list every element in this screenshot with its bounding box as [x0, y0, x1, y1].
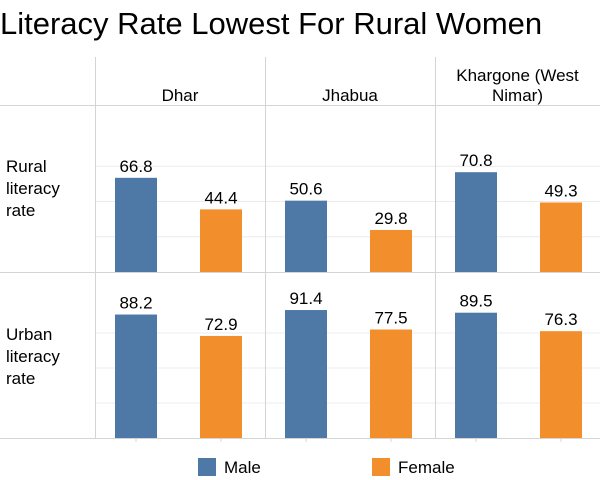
- male-data-label: 70.8: [459, 151, 492, 170]
- female-bar: [370, 329, 412, 438]
- legend-label-female: Female: [398, 458, 455, 477]
- row-header-0: rate: [6, 201, 35, 220]
- column-header-0: Dhar: [162, 86, 199, 105]
- female-bar: [200, 335, 242, 438]
- row-header-1: rate: [6, 369, 35, 388]
- male-data-label: 50.6: [289, 180, 322, 199]
- male-bar: [285, 310, 327, 438]
- female-bar: [370, 229, 412, 272]
- male-data-label: 66.8: [119, 157, 152, 176]
- female-data-label: 44.4: [204, 188, 237, 207]
- legend-label-male: Male: [224, 458, 261, 477]
- legend-swatch-male: [198, 458, 216, 476]
- chart-title: Literacy Rate Lowest For Rural Women: [0, 6, 543, 41]
- male-bar: [455, 312, 497, 438]
- female-bar: [200, 209, 242, 272]
- row-header-0: literacy: [6, 179, 60, 198]
- male-data-label: 88.2: [119, 294, 152, 313]
- female-data-label: 29.8: [374, 209, 407, 228]
- male-bar: [455, 172, 497, 272]
- column-header-2: Nimar): [492, 86, 543, 105]
- female-data-label: 49.3: [544, 181, 577, 200]
- male-bar: [285, 200, 327, 272]
- female-data-label: 72.9: [204, 315, 237, 334]
- female-data-label: 77.5: [374, 309, 407, 328]
- female-bar: [540, 331, 582, 438]
- male-bar: [115, 314, 157, 438]
- row-header-1: literacy: [6, 347, 60, 366]
- row-header-0: Rural: [6, 157, 47, 176]
- column-header-2: Khargone (West: [456, 66, 579, 85]
- male-data-label: 89.5: [459, 292, 492, 311]
- column-header-1: Jhabua: [322, 86, 378, 105]
- male-bar: [115, 177, 157, 272]
- male-data-label: 91.4: [289, 289, 322, 308]
- female-bar: [540, 202, 582, 272]
- female-data-label: 76.3: [544, 310, 577, 329]
- legend-swatch-female: [372, 458, 390, 476]
- row-header-1: Urban: [6, 325, 52, 344]
